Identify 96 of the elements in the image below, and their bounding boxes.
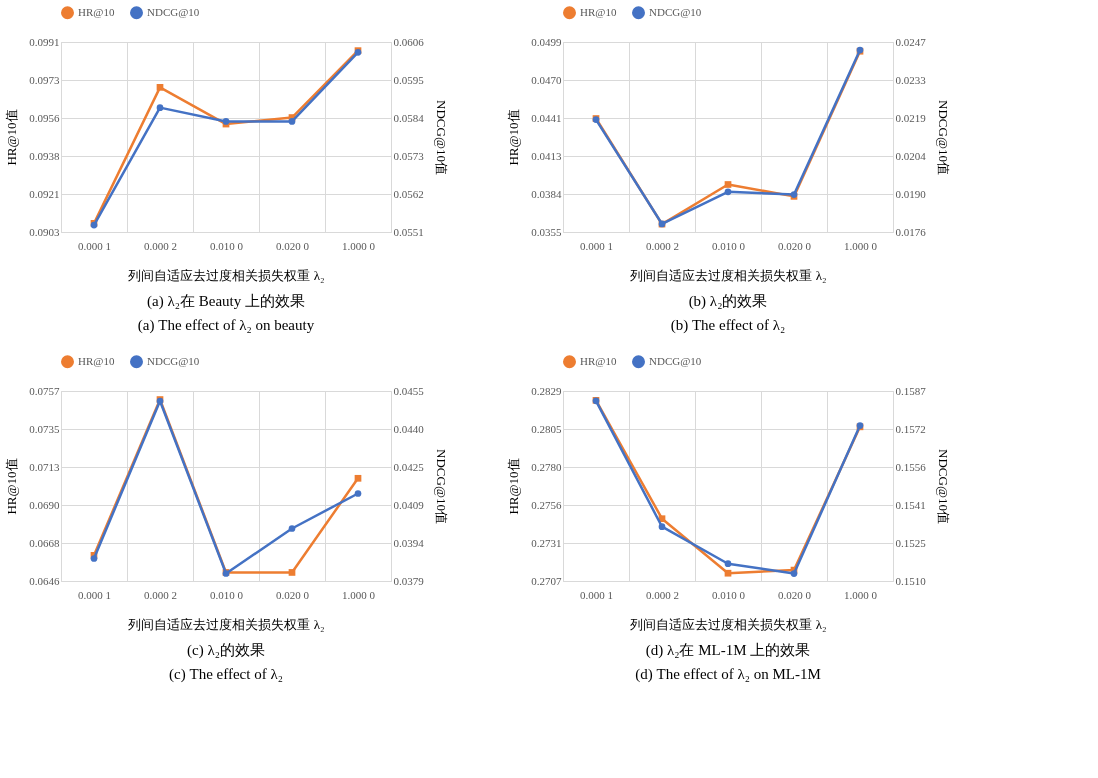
y-tick-label: 0.0757 bbox=[29, 384, 60, 397]
y2-axis-title: NDCG@10值 bbox=[935, 100, 951, 175]
y2-tick-label: 0.0379 bbox=[393, 574, 425, 587]
y-tick-label: 0.0646 bbox=[29, 574, 60, 587]
y2-tick-label: 0.0219 bbox=[895, 111, 927, 124]
y2-tick-label: 0.0455 bbox=[393, 384, 425, 397]
legend-label: NDCG@10 bbox=[147, 5, 200, 18]
x-tick-label: 0.000 2 bbox=[646, 239, 679, 252]
x-tick-label: 0.000 2 bbox=[144, 588, 177, 601]
y2-tick-label: 0.0573 bbox=[393, 149, 425, 162]
legend-label: NDCG@10 bbox=[147, 354, 200, 367]
y2-tick-label: 0.0551 bbox=[393, 225, 424, 238]
x-tick-label: 1.000 0 bbox=[844, 239, 878, 252]
y2-tick-label: 0.0176 bbox=[895, 225, 927, 238]
x-tick-label: 0.000 1 bbox=[580, 588, 613, 601]
y2-tick-label: 0.1572 bbox=[895, 422, 926, 435]
y2-tick-label: 0.0425 bbox=[393, 460, 425, 473]
x-tick-label: 0.000 1 bbox=[78, 588, 111, 601]
text: (c) λ₂的效果 bbox=[187, 642, 265, 659]
text: (a) λ₂在 Beauty 上的效果 bbox=[147, 293, 305, 310]
x-tick-label: 0.020 0 bbox=[778, 588, 812, 601]
x-tick-label: 0.020 0 bbox=[276, 239, 310, 252]
x-axis-title: 列间自适应去过度相关损失权重 λ₂ bbox=[128, 267, 325, 283]
y-tick-label: 0.0441 bbox=[531, 111, 562, 124]
y2-axis-title: NDCG@10值 bbox=[433, 449, 449, 524]
y2-tick-label: 0.1587 bbox=[895, 384, 927, 397]
y2-tick-label: 0.1556 bbox=[895, 460, 927, 473]
y-axis-title: HR@10值 bbox=[4, 109, 20, 166]
y-tick-label: 0.0470 bbox=[531, 73, 562, 86]
y-tick-label: 0.0903 bbox=[29, 225, 60, 238]
x-tick-label: 0.000 1 bbox=[78, 239, 111, 252]
text: (b) The effect of λ₂ bbox=[670, 317, 786, 334]
y2-tick-label: 0.0584 bbox=[393, 111, 425, 124]
x-tick-label: 0.010 0 bbox=[210, 239, 244, 252]
text: (c) The effect of λ₂ bbox=[169, 666, 283, 683]
legend-label: NDCG@10 bbox=[649, 354, 702, 367]
x-tick-label: 1.000 0 bbox=[342, 239, 376, 252]
text: (d) The effect of λ₂ on ML-1M bbox=[635, 666, 821, 683]
x-tick-label: 0.010 0 bbox=[712, 239, 746, 252]
y-axis-title: HR@10值 bbox=[4, 458, 20, 515]
y-tick-label: 0.0668 bbox=[29, 536, 60, 549]
y2-tick-label: 0.0595 bbox=[393, 73, 425, 86]
y-tick-label: 0.0384 bbox=[531, 187, 562, 200]
y-tick-label: 0.0735 bbox=[29, 422, 60, 435]
y2-tick-label: 0.0562 bbox=[393, 187, 424, 200]
y-tick-label: 0.0973 bbox=[29, 73, 60, 86]
x-tick-label: 0.020 0 bbox=[276, 588, 310, 601]
y2-tick-label: 0.1541 bbox=[895, 498, 926, 511]
x-tick-label: 0.000 2 bbox=[646, 588, 679, 601]
legend-label: HR@10 bbox=[580, 5, 617, 18]
legend-label: HR@10 bbox=[78, 5, 115, 18]
y-tick-label: 0.0991 bbox=[29, 35, 60, 48]
y-tick-label: 0.0413 bbox=[531, 149, 562, 162]
x-axis-title: 列间自适应去过度相关损失权重 λ₂ bbox=[128, 616, 325, 632]
y-tick-label: 0.2731 bbox=[531, 536, 562, 549]
y2-tick-label: 0.0394 bbox=[393, 536, 425, 549]
y2-tick-label: 0.0409 bbox=[393, 498, 425, 511]
legend-label: NDCG@10 bbox=[649, 5, 702, 18]
y2-tick-label: 0.0440 bbox=[393, 422, 425, 435]
x-tick-label: 0.000 1 bbox=[580, 239, 613, 252]
y-tick-label: 0.0956 bbox=[29, 111, 60, 124]
x-tick-label: 0.010 0 bbox=[210, 588, 244, 601]
x-tick-label: 0.010 0 bbox=[712, 588, 746, 601]
y-tick-label: 0.0355 bbox=[531, 225, 562, 238]
text: (b) λ₂的效果 bbox=[688, 293, 768, 310]
y2-tick-label: 0.0190 bbox=[895, 187, 927, 200]
x-tick-label: 0.000 2 bbox=[144, 239, 177, 252]
legend-label: HR@10 bbox=[580, 354, 617, 367]
y-tick-label: 0.0921 bbox=[29, 187, 60, 200]
y2-tick-label: 0.0204 bbox=[895, 149, 927, 162]
y2-tick-label: 0.0233 bbox=[895, 73, 927, 86]
text: (d) λ₂在 ML-1M 上的效果 bbox=[645, 642, 811, 659]
y2-tick-label: 0.0606 bbox=[393, 35, 425, 48]
x-axis-title: 列间自适应去过度相关损失权重 λ₂ bbox=[630, 267, 827, 283]
legend-label: HR@10 bbox=[78, 354, 115, 367]
y-tick-label: 0.0499 bbox=[531, 35, 562, 48]
y2-tick-label: 0.1525 bbox=[895, 536, 927, 549]
x-tick-label: 1.000 0 bbox=[342, 588, 376, 601]
y2-tick-label: 0.1510 bbox=[895, 574, 927, 587]
y2-axis-title: NDCG@10值 bbox=[935, 449, 951, 524]
y-tick-label: 0.0690 bbox=[29, 498, 60, 511]
y-axis-title: HR@10值 bbox=[506, 458, 522, 515]
y-tick-label: 0.0938 bbox=[29, 149, 60, 162]
y-tick-label: 0.0713 bbox=[29, 460, 60, 473]
y-tick-label: 0.2707 bbox=[531, 574, 562, 587]
x-tick-label: 1.000 0 bbox=[844, 588, 878, 601]
y-tick-label: 0.2780 bbox=[531, 460, 562, 473]
y-axis-title: HR@10值 bbox=[506, 109, 522, 166]
text: (a) The effect of λ₂ on beauty bbox=[137, 317, 315, 334]
y-tick-label: 0.2756 bbox=[531, 498, 562, 511]
y-tick-label: 0.2805 bbox=[531, 422, 562, 435]
x-tick-label: 0.020 0 bbox=[778, 239, 812, 252]
y2-axis-title: NDCG@10值 bbox=[433, 100, 449, 175]
y2-tick-label: 0.0247 bbox=[895, 35, 927, 48]
x-axis-title: 列间自适应去过度相关损失权重 λ₂ bbox=[630, 616, 827, 632]
y-tick-label: 0.2829 bbox=[531, 384, 562, 397]
